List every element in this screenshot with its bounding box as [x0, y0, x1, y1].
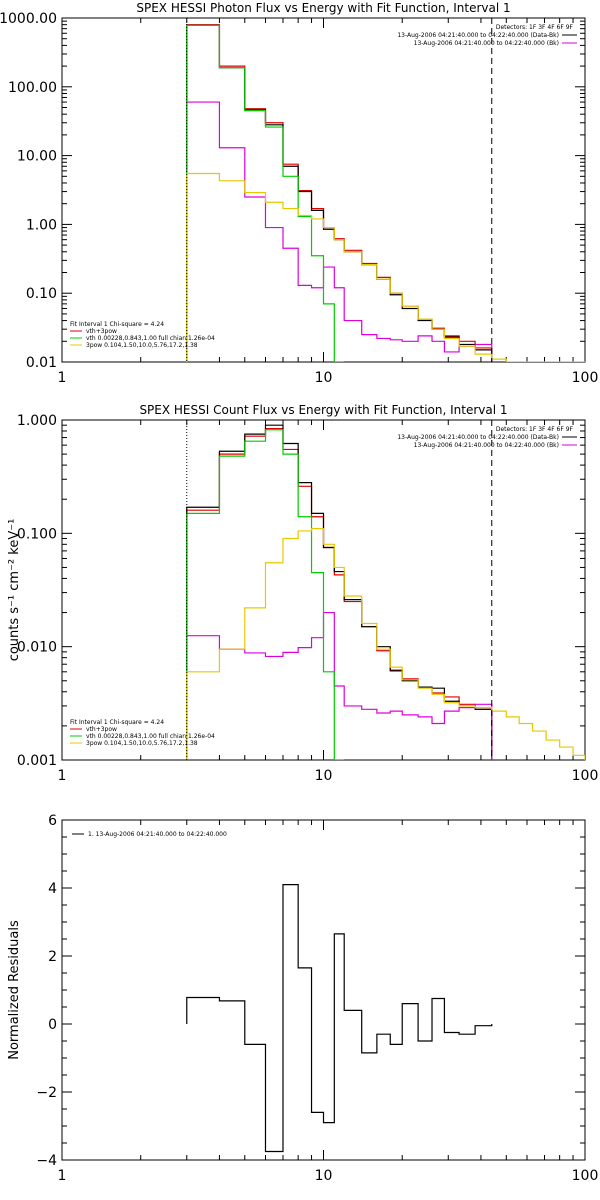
legend-detectors: Detectors: 1F 3F 4F 6F 9F — [496, 24, 574, 31]
legend-entry: 1. 13-Aug-2006 04:21:40.000 to 04:22:40.… — [88, 831, 227, 838]
x-tick-label: 10 — [315, 370, 333, 386]
legend-entry: vth 0.00228,0.843,1.00 full chian 1.26e-… — [86, 733, 215, 740]
y-tick-label: 0 — [48, 1017, 57, 1033]
y-tick-label: 0.10 — [26, 286, 57, 302]
x-tick-label: 1 — [58, 1168, 67, 1184]
x-axis: 1 10 100 — [58, 820, 599, 1184]
y-axis-label: Normalized Residuals — [7, 920, 22, 1060]
x-tick-label: 1 — [58, 768, 67, 784]
chart-title: SPEX HESSI Count Flux vs Energy with Fit… — [139, 403, 507, 417]
x-tick-label: 100 — [572, 370, 599, 386]
panel-2: SPEX HESSI Count Flux vs Energy with Fit… — [7, 403, 598, 784]
legend-fit-interval: Fit Interval 1 Chi-square = 4.24 — [70, 321, 164, 328]
x-axis: 1 10 100 — [58, 420, 599, 784]
y-axis: −4 −2 0 2 4 6 — [36, 813, 585, 1169]
y-tick-label: 1.000 — [17, 413, 57, 429]
legend-detectors: Detectors: 1F 3F 4F 6F 9F — [496, 426, 574, 433]
y-tick-label: 1000.00 — [0, 11, 57, 27]
y-tick-label: 0.100 — [17, 526, 57, 542]
y-tick-label: 0.01 — [26, 355, 57, 371]
x-tick-label: 10 — [315, 768, 333, 784]
y-axis: 0.001 0.010 0.100 1.000 — [17, 413, 585, 769]
y-tick-label: −2 — [36, 1085, 57, 1101]
legend-entry: 13-Aug-2006 04:21:40.000 to 04:22:40.000… — [397, 32, 559, 39]
y-tick-label: 1.00 — [26, 217, 57, 233]
x-tick-label: 1 — [58, 370, 67, 386]
legend-entry: 3pow 0.104,1.50,10.0,5.76,17.2,1.38 — [86, 740, 198, 747]
series-line-Bk — [186, 611, 493, 760]
legend-entry: vth+3pow — [86, 328, 117, 335]
series-line-vth — [186, 24, 345, 362]
legend-entry: 13-Aug-2006 04:21:40.000 to 04:22:40.000… — [414, 40, 559, 47]
data-series-group — [186, 884, 493, 1153]
x-tick-label: 100 — [572, 768, 599, 784]
chart-title: SPEX HESSI Photon Flux vs Energy with Fi… — [136, 1, 510, 15]
y-tick-label: 6 — [48, 813, 57, 829]
y-tick-label: 2 — [48, 949, 57, 965]
legend-entry: 3pow 0.104,1.50,10.0,5.76,17.2,1.38 — [86, 342, 198, 349]
legend-entry: vth+3pow — [86, 726, 117, 733]
legend-entry: 13-Aug-2006 04:21:40.000 to 04:22:40.000… — [414, 442, 559, 449]
legend-entry: vth 0.00228,0.843,1.00 full chian 1.26e-… — [86, 335, 215, 342]
panel-3: Normalized Residuals 1 10 100 −4 −2 0 2 4 6 1. 13-… — [7, 813, 598, 1184]
y-axis: 0.01 0.10 1.00 10.00 100.00 1000.00 — [0, 11, 585, 371]
series-line-Bk — [186, 101, 493, 362]
legend-fit-interval: Fit Interval 1 Chi-square = 4.24 — [70, 719, 164, 726]
y-tick-label: 10.00 — [17, 149, 57, 165]
y-tick-label: −4 — [36, 1153, 57, 1169]
panel-1: SPEX HESSI Photon Flux vs Energy with Fi… — [0, 1, 598, 386]
x-tick-label: 100 — [572, 1168, 599, 1184]
series-line-vth — [186, 429, 345, 760]
legend-entry: 13-Aug-2006 04:21:40.000 to 04:22:40.000… — [397, 434, 559, 441]
x-tick-label: 10 — [315, 1168, 333, 1184]
y-tick-label: 0.001 — [17, 753, 57, 769]
series-line-3pow — [186, 528, 585, 760]
y-tick-label: 100.00 — [8, 80, 57, 96]
series-line-residuals — [186, 884, 493, 1153]
data-series-group — [186, 424, 585, 760]
y-tick-label: 0.010 — [17, 640, 57, 656]
x-axis: 1 10 100 — [58, 18, 599, 386]
y-axis-label: counts s⁻¹ cm⁻² keV⁻¹ — [7, 519, 22, 662]
data-series-group — [186, 24, 585, 362]
y-tick-label: 4 — [48, 881, 57, 897]
series-line-3pow — [186, 172, 585, 362]
